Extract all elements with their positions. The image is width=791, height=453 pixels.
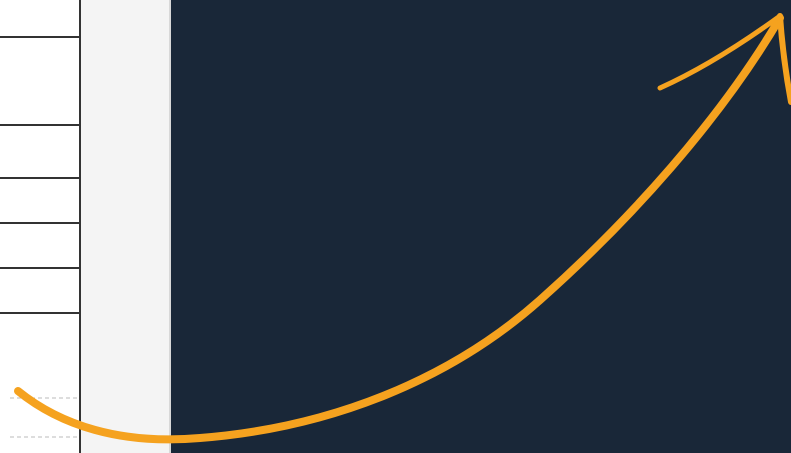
arrow-head (657, 13, 783, 91)
arrow (14, 13, 791, 444)
arrow-head (777, 13, 791, 105)
page-margin (81, 0, 170, 453)
faint-text (10, 397, 78, 438)
table-rows (0, 36, 80, 314)
arrow-shaft (14, 14, 784, 444)
